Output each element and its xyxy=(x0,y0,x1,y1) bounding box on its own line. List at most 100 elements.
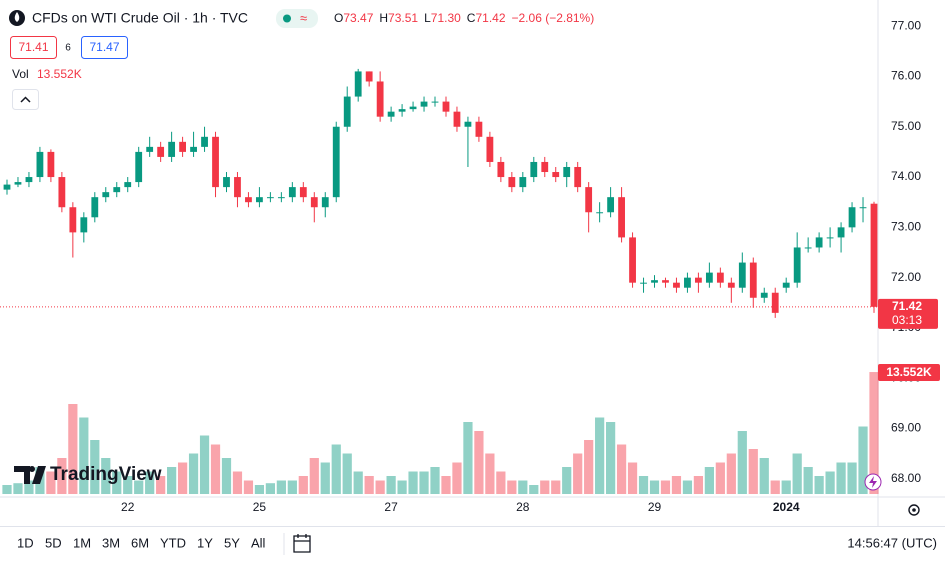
sell-button[interactable] xyxy=(10,36,57,59)
ask-price[interactable]: 71.47 xyxy=(89,40,119,54)
volume-bar xyxy=(693,476,704,494)
candle-body xyxy=(870,203,878,307)
volume-bar xyxy=(759,458,769,494)
candle-body xyxy=(629,237,636,283)
volume-bar xyxy=(232,471,243,494)
range-button[interactable]: 3M xyxy=(102,535,120,550)
candle-body xyxy=(574,166,582,188)
candle-body xyxy=(3,184,11,190)
volume-bar xyxy=(276,480,286,494)
bid-price[interactable]: 71.41 xyxy=(18,40,48,54)
volume-bar xyxy=(847,462,857,494)
volume-bar xyxy=(298,476,308,494)
settings-icon[interactable] xyxy=(908,504,920,516)
candle-body xyxy=(25,177,33,183)
candle-body xyxy=(58,177,66,208)
candle-body xyxy=(596,212,604,214)
last-price-label: 71.42 xyxy=(892,299,922,313)
range-button[interactable]: 5D xyxy=(45,535,62,550)
candle-body xyxy=(124,182,132,188)
volume-bar xyxy=(595,417,605,494)
range-button[interactable]: 6M xyxy=(131,535,149,550)
chevron-icon xyxy=(20,96,31,103)
volume-bar xyxy=(167,467,177,494)
candle-body xyxy=(409,106,417,110)
range-button[interactable]: YTD xyxy=(160,535,186,550)
volume-bar xyxy=(386,476,396,494)
volume-label: Vol xyxy=(12,67,29,81)
ohlc-key: L xyxy=(424,11,431,25)
candle-body xyxy=(662,280,669,283)
status-pill[interactable] xyxy=(276,9,318,28)
countdown-label: 03:13 xyxy=(892,313,922,327)
candle-body xyxy=(398,109,406,112)
volume-bar xyxy=(836,462,846,494)
ohlc-value: 71.42 xyxy=(475,11,505,25)
candle-body xyxy=(431,101,439,103)
candle-body xyxy=(245,197,252,203)
volume-bar xyxy=(430,467,440,494)
candle-body xyxy=(168,141,176,157)
clock: 14:56:47 (UTC) xyxy=(847,535,937,550)
volume-bar xyxy=(101,458,111,494)
candle-body xyxy=(716,272,724,283)
volume-bar xyxy=(616,444,627,494)
range-button[interactable]: 5Y xyxy=(224,535,240,550)
ohlc-value: 73.51 xyxy=(388,11,418,25)
range-button[interactable]: All xyxy=(251,535,266,550)
buy-button[interactable] xyxy=(81,36,128,59)
volume-bar xyxy=(46,471,56,494)
ohlc-value: 71.30 xyxy=(431,11,461,25)
candle-body xyxy=(618,197,625,238)
volume-bar xyxy=(57,458,67,494)
candle-body xyxy=(848,207,856,228)
collapse-button[interactable] xyxy=(12,89,39,110)
range-button[interactable]: 1M xyxy=(73,535,91,550)
candle-body xyxy=(299,187,307,198)
candle-body xyxy=(256,197,263,203)
x-tick-label: 2024 xyxy=(773,500,800,514)
candle-body xyxy=(695,277,702,283)
volume-bar xyxy=(463,422,473,494)
date-range-icon[interactable] xyxy=(293,534,311,553)
volume-bar xyxy=(375,480,385,494)
ohlc-key: H xyxy=(379,11,388,25)
volume-bar xyxy=(627,462,638,494)
volume-bar xyxy=(682,480,693,494)
range-button[interactable]: 1Y xyxy=(197,535,213,550)
volume-bar xyxy=(540,480,550,494)
volume-bar xyxy=(320,462,330,494)
candle-body xyxy=(179,141,186,152)
candle-body xyxy=(288,187,296,198)
volume-bar xyxy=(507,480,517,494)
ohlc-legend: O73.47 H73.51 L71.30 C71.42 −2.06 (−2.81%) xyxy=(334,11,594,25)
ohlc-key: O xyxy=(334,11,343,25)
candle-body xyxy=(684,277,691,288)
candle-body xyxy=(442,101,450,112)
candle-body xyxy=(69,207,77,233)
volume-bar xyxy=(781,480,791,494)
candle-body xyxy=(508,177,516,188)
volume-bar xyxy=(364,476,374,494)
candle-body xyxy=(80,217,88,233)
symbol-title: CFDs on WTI Crude Oil · 1h · TVC xyxy=(32,10,248,26)
candle-body xyxy=(135,151,143,183)
volume-bar xyxy=(737,431,747,494)
volume-bar xyxy=(704,467,714,494)
candle-body xyxy=(826,237,834,239)
candle-body xyxy=(102,192,110,198)
range-buttons: 1D 5D 1M 3M 6M YTD 1Y 5Y All xyxy=(17,535,266,550)
volume-bar xyxy=(254,485,265,494)
volume-bar xyxy=(529,485,539,494)
candle-body xyxy=(376,81,384,117)
volume-bar xyxy=(858,426,868,494)
candle-body xyxy=(190,146,197,152)
x-tick-label: 27 xyxy=(384,500,398,514)
volume-bar xyxy=(803,467,813,494)
volume-bar xyxy=(13,483,23,494)
candle-body xyxy=(486,136,494,162)
range-button[interactable]: 1D xyxy=(17,535,34,550)
settings-dot xyxy=(912,508,916,512)
candle-body xyxy=(266,197,274,199)
